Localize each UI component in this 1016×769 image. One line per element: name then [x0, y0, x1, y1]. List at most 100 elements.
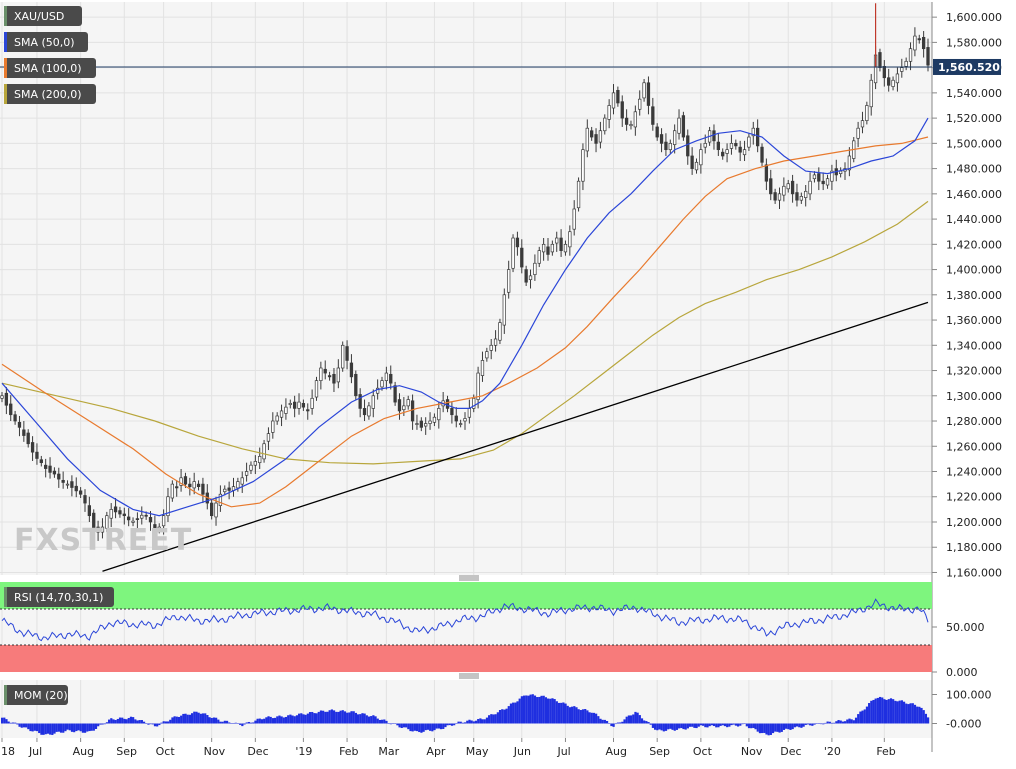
- candle-body: [515, 237, 520, 248]
- mom-bar: [90, 723, 93, 731]
- time-tick-label: May: [466, 745, 489, 758]
- legend-sma50[interactable]: SMA (50,0): [4, 32, 88, 52]
- mom-bar: [92, 723, 95, 731]
- candle: [856, 121, 860, 148]
- price-tick-label: 1,600.000: [946, 11, 1002, 24]
- candle-body: [157, 526, 161, 530]
- mom-bar: [822, 723, 825, 725]
- mom-bar: [566, 705, 569, 724]
- mom-bar: [311, 711, 314, 724]
- candle-body: [65, 483, 70, 486]
- mom-bars: [1, 694, 930, 736]
- mom-bar: [732, 723, 735, 725]
- candle-body: [13, 414, 17, 422]
- legend-sma200[interactable]: SMA (200,0): [4, 84, 96, 104]
- mom-bar: [774, 723, 777, 732]
- candle: [397, 393, 402, 420]
- mom-bar: [584, 709, 587, 724]
- candle-body: [293, 401, 297, 409]
- mom-bar: [870, 700, 873, 724]
- mom-bar: [662, 723, 665, 732]
- candle-body: [445, 399, 450, 409]
- mom-bar: [695, 723, 698, 729]
- mom-bar: [188, 714, 192, 724]
- candle: [607, 99, 611, 129]
- mom-bar: [514, 702, 517, 724]
- mom-bar: [400, 723, 403, 729]
- mom-bar: [745, 723, 748, 727]
- mom-bar: [302, 714, 305, 724]
- candle-body: [9, 403, 13, 416]
- candle-body: [17, 421, 22, 428]
- candle: [777, 187, 782, 209]
- mom-bar: [315, 713, 318, 724]
- mom-bar: [874, 698, 877, 724]
- mom-bar: [317, 711, 320, 724]
- mom-bar: [883, 699, 886, 724]
- legend-rsi[interactable]: RSI (14,70,30,1): [4, 587, 114, 607]
- mom-bar: [492, 714, 495, 724]
- candle-body: [502, 294, 506, 326]
- candle: [865, 101, 869, 125]
- candle-body: [258, 456, 262, 464]
- candle: [790, 174, 795, 203]
- candle-body: [467, 408, 472, 418]
- candle: [336, 359, 340, 389]
- price-tick-label: 1,480.000: [946, 163, 1002, 176]
- time-tick-label: Sep: [116, 745, 137, 758]
- mom-bar: [529, 694, 532, 724]
- mom-bar: [206, 715, 209, 724]
- mom-bar: [389, 723, 392, 725]
- mom-bar: [249, 722, 253, 724]
- mom-bar: [66, 723, 69, 730]
- mom-bar: [896, 701, 899, 724]
- panel-resize-handle[interactable]: [459, 575, 479, 581]
- candle-body: [541, 243, 546, 253]
- mom-bar: [149, 723, 152, 725]
- price-tick-label: 1,420.000: [946, 238, 1002, 251]
- legend-mom[interactable]: MOM (20): [4, 685, 68, 705]
- candle-body: [860, 120, 865, 128]
- candle-body: [26, 432, 30, 445]
- candle: [773, 188, 777, 204]
- mom-bar: [11, 722, 15, 724]
- candles: [0, 27, 930, 541]
- mom-bar: [597, 716, 600, 724]
- mom-bar: [116, 718, 119, 724]
- price-tick-label: 1,180.000: [946, 541, 1002, 554]
- mom-bar: [671, 723, 674, 730]
- candle-body: [240, 477, 244, 485]
- mom-bar: [59, 723, 63, 733]
- candle: [572, 200, 576, 236]
- candle: [271, 412, 275, 439]
- mom-bar: [121, 717, 124, 724]
- candle-body: [44, 464, 48, 469]
- mom-bar: [520, 696, 523, 724]
- mom-bar: [127, 717, 130, 724]
- mom-bar: [241, 723, 244, 727]
- time-tick-label: Mar: [378, 745, 399, 758]
- candle: [92, 509, 96, 533]
- candle: [563, 240, 568, 256]
- mom-bar: [498, 710, 502, 724]
- legend-symbol-bg: [4, 6, 82, 26]
- mom-bar: [64, 723, 67, 732]
- candle-body: [624, 117, 629, 125]
- mom-bar: [533, 695, 537, 724]
- candle-body: [725, 149, 729, 154]
- mom-bar: [590, 712, 593, 724]
- mom-bar: [49, 723, 52, 735]
- candle: [13, 410, 17, 425]
- candle: [541, 238, 546, 261]
- candle-body: [437, 408, 441, 421]
- mom-bar: [313, 713, 316, 724]
- panel-resize-handle[interactable]: [459, 673, 479, 679]
- candle-body: [131, 520, 135, 523]
- legend-symbol[interactable]: XAU/USD: [4, 6, 82, 26]
- legend-sma100[interactable]: SMA (100,0): [4, 58, 96, 78]
- mom-bar: [418, 723, 421, 733]
- candle: [218, 485, 223, 512]
- mom-bar: [339, 710, 342, 724]
- candle: [904, 57, 908, 71]
